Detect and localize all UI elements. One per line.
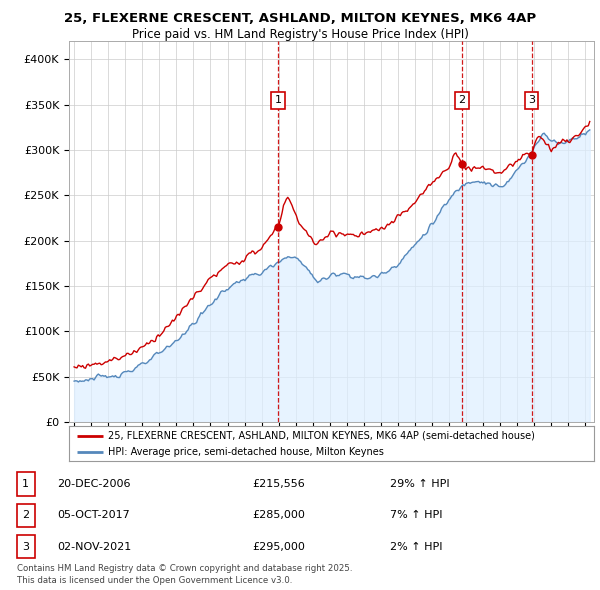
Text: £215,556: £215,556 (252, 479, 305, 489)
Text: 2: 2 (22, 510, 29, 520)
Text: 20-DEC-2006: 20-DEC-2006 (57, 479, 131, 489)
Text: Contains HM Land Registry data © Crown copyright and database right 2025.
This d: Contains HM Land Registry data © Crown c… (17, 565, 352, 585)
Text: 7% ↑ HPI: 7% ↑ HPI (390, 510, 443, 520)
Text: 2% ↑ HPI: 2% ↑ HPI (390, 542, 443, 552)
Text: 1: 1 (22, 479, 29, 489)
Text: 02-NOV-2021: 02-NOV-2021 (57, 542, 131, 552)
Text: 2: 2 (458, 95, 466, 105)
Text: 05-OCT-2017: 05-OCT-2017 (57, 510, 130, 520)
Text: 3: 3 (22, 542, 29, 552)
Text: Price paid vs. HM Land Registry's House Price Index (HPI): Price paid vs. HM Land Registry's House … (131, 28, 469, 41)
Text: 29% ↑ HPI: 29% ↑ HPI (390, 479, 449, 489)
Text: 1: 1 (275, 95, 281, 105)
Text: HPI: Average price, semi-detached house, Milton Keynes: HPI: Average price, semi-detached house,… (109, 447, 384, 457)
Text: 3: 3 (528, 95, 535, 105)
Text: 25, FLEXERNE CRESCENT, ASHLAND, MILTON KEYNES, MK6 4AP (semi-detached house): 25, FLEXERNE CRESCENT, ASHLAND, MILTON K… (109, 431, 535, 441)
Text: £295,000: £295,000 (252, 542, 305, 552)
Text: 25, FLEXERNE CRESCENT, ASHLAND, MILTON KEYNES, MK6 4AP: 25, FLEXERNE CRESCENT, ASHLAND, MILTON K… (64, 12, 536, 25)
Text: £285,000: £285,000 (252, 510, 305, 520)
